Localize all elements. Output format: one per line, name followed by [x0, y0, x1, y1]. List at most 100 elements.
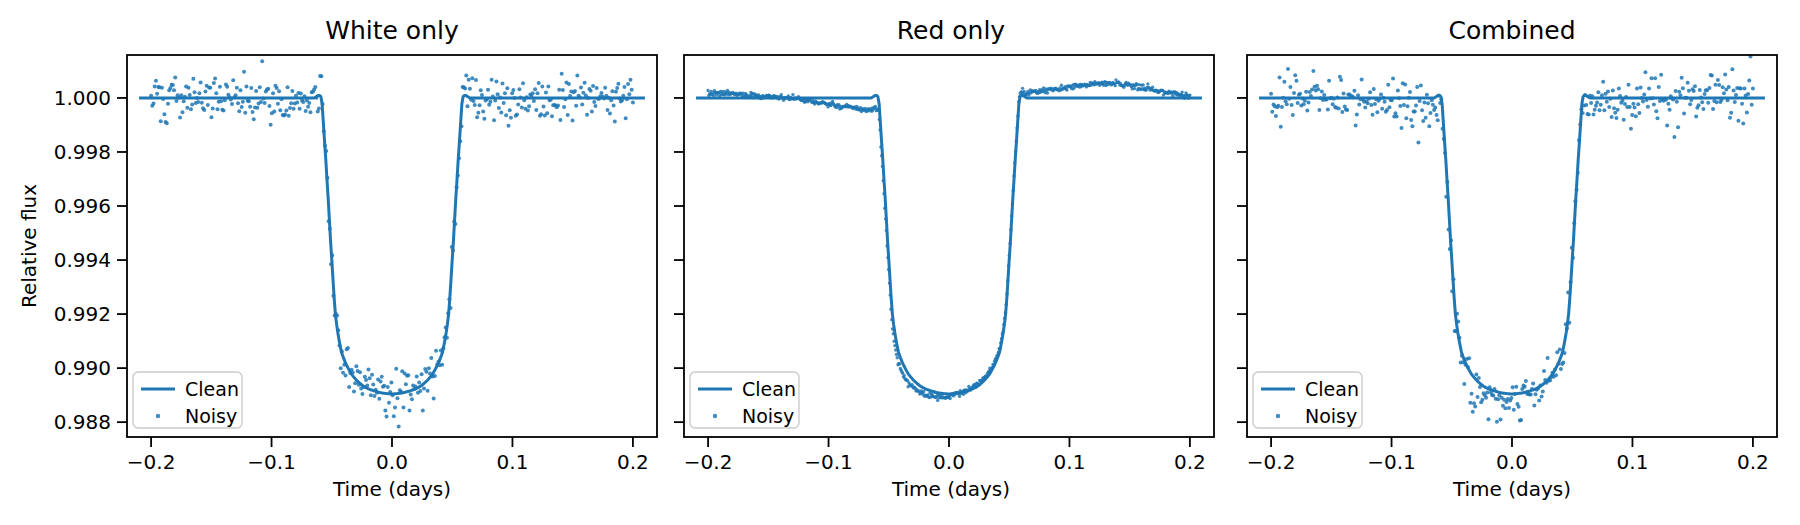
- noisy-point: [1379, 92, 1383, 96]
- noisy-point: [1294, 79, 1298, 83]
- noisy-point: [230, 102, 234, 106]
- noisy-point: [340, 350, 344, 354]
- noisy-point: [948, 397, 951, 400]
- panel-title-red-only: Red only: [771, 16, 1131, 45]
- noisy-point: [583, 81, 587, 85]
- noisy-point: [234, 93, 238, 97]
- noisy-point: [1536, 387, 1540, 391]
- x-tick-label: −0.2: [127, 450, 176, 474]
- noisy-point: [324, 149, 328, 153]
- noisy-point: [190, 103, 194, 107]
- noisy-point: [1471, 410, 1475, 414]
- noisy-point: [1733, 100, 1737, 104]
- x-tick-label: 0.0: [376, 450, 408, 474]
- noisy-point: [889, 293, 892, 296]
- noisy-point: [892, 332, 895, 335]
- noisy-point: [1367, 97, 1371, 101]
- noisy-point: [1004, 311, 1007, 314]
- noisy-point: [1746, 92, 1750, 96]
- noisy-point: [502, 101, 506, 105]
- noisy-point: [1375, 110, 1379, 114]
- noisy-point: [1513, 392, 1517, 396]
- noisy-point: [329, 262, 333, 266]
- noisy-point: [712, 94, 715, 97]
- noisy-point: [261, 97, 265, 101]
- noisy-point: [1538, 383, 1542, 387]
- noisy-point: [445, 336, 449, 340]
- y-tick-label: 0.996: [54, 194, 111, 218]
- noisy-point: [1008, 242, 1011, 245]
- noisy-point: [1065, 88, 1068, 91]
- noisy-point: [1477, 376, 1481, 380]
- noisy-point: [386, 385, 390, 389]
- noisy-point: [486, 88, 490, 92]
- noisy-point: [622, 85, 626, 89]
- noisy-point: [1305, 109, 1309, 113]
- noisy-point: [511, 88, 515, 92]
- noisy-point: [1363, 105, 1367, 109]
- noisy-point: [1397, 96, 1401, 100]
- noisy-point: [288, 106, 292, 110]
- noisy-point: [1680, 76, 1684, 80]
- noisy-point: [276, 102, 280, 106]
- noisy-point: [1015, 126, 1018, 129]
- noisy-point: [368, 376, 372, 380]
- noisy-point: [1742, 87, 1746, 91]
- noisy-point: [1559, 367, 1563, 371]
- noisy-point: [1180, 90, 1183, 93]
- noisy-point: [323, 144, 327, 148]
- noisy-point: [213, 77, 217, 81]
- noisy-point: [491, 94, 495, 98]
- noisy-point: [1420, 108, 1424, 112]
- noisy-point: [1514, 385, 1518, 389]
- y-tick-label: 0.988: [54, 410, 111, 434]
- noisy-point: [409, 393, 413, 397]
- noisy-point: [1556, 362, 1560, 366]
- noisy-point: [1009, 228, 1012, 231]
- noisy-point: [532, 99, 536, 103]
- noisy-point: [280, 97, 284, 101]
- noisy-point: [1278, 76, 1282, 80]
- noisy-point: [252, 117, 256, 121]
- noisy-point: [1732, 88, 1736, 92]
- x-tick-label: 0.2: [617, 450, 649, 474]
- noisy-point: [375, 391, 379, 395]
- noisy-point: [360, 392, 364, 396]
- noisy-point: [585, 113, 589, 117]
- noisy-point: [1011, 202, 1014, 205]
- noisy-point: [608, 112, 612, 116]
- noisy-point: [1707, 86, 1711, 90]
- noisy-point: [1325, 98, 1329, 102]
- noisy-point: [1151, 86, 1154, 89]
- noisy-point: [325, 176, 329, 180]
- noisy-point: [579, 86, 583, 90]
- noisy-point: [1666, 102, 1670, 106]
- noisy-point: [903, 374, 906, 377]
- noisy-point: [391, 393, 395, 397]
- noisy-point: [509, 116, 513, 120]
- noisy-point: [496, 92, 500, 96]
- noisy-point: [473, 103, 477, 107]
- noisy-point: [1659, 73, 1663, 77]
- noisy-point: [1692, 89, 1696, 93]
- noisy-point: [1442, 137, 1446, 141]
- noisy-point: [1624, 95, 1628, 99]
- y-tick-label: 0.990: [54, 356, 111, 380]
- noisy-point: [1409, 118, 1413, 122]
- noisy-point: [339, 366, 343, 370]
- noisy-point: [1519, 418, 1523, 422]
- noisy-point: [1396, 88, 1400, 92]
- noisy-point: [878, 128, 881, 131]
- noisy-point: [1715, 100, 1719, 104]
- noisy-point: [1703, 92, 1707, 96]
- noisy-point: [1426, 101, 1430, 105]
- noisy-point: [475, 115, 479, 119]
- noisy-point: [1602, 108, 1606, 112]
- noisy-point: [1342, 92, 1346, 96]
- noisy-point: [1687, 89, 1691, 93]
- noisy-point: [277, 89, 281, 93]
- noisy-point: [631, 101, 635, 105]
- noisy-point: [344, 373, 348, 377]
- noisy-point: [440, 363, 444, 367]
- legend: CleanNoisy: [690, 372, 799, 428]
